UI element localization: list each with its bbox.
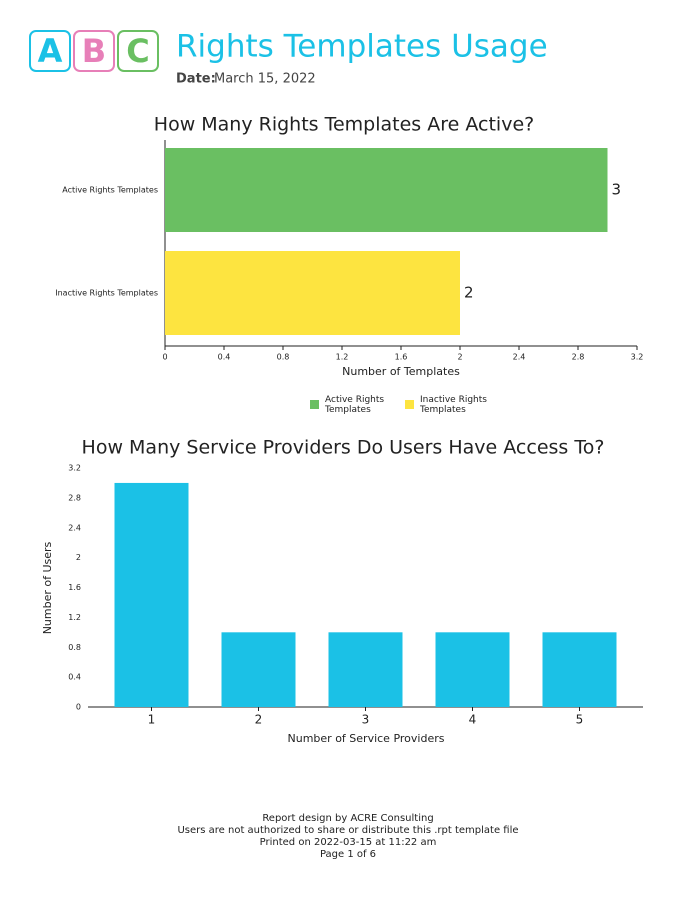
y-tick-label: 2.4 [68, 523, 81, 532]
bar [328, 632, 403, 707]
logo-letter: A [38, 32, 63, 70]
logo-block [29, 30, 71, 72]
legend-swatch [405, 400, 414, 409]
x-tick-label: 0.8 [277, 353, 290, 362]
bar [221, 632, 296, 707]
footer-line: Report design by ACRE Consulting [262, 813, 433, 824]
logo-letter: B [82, 32, 106, 70]
legend-entry: Active Rights Templates [325, 395, 385, 415]
x-tick-label: 5 [576, 713, 584, 727]
x-tick-label: 3.2 [631, 353, 644, 362]
report-title: Rights Templates Usage [176, 29, 548, 65]
y-tick-label: 0.4 [68, 673, 81, 682]
bar [165, 251, 460, 335]
x-tick-label: 2 [255, 713, 263, 727]
y-tick-label: 2.8 [68, 493, 81, 502]
x-tick-label: 2 [457, 353, 462, 362]
footer-line: Users are not authorized to share or dis… [177, 825, 518, 836]
footer-line: Printed on 2022-03-15 at 11:22 am [260, 837, 437, 848]
x-tick-label: 4 [469, 713, 477, 727]
y-tick-label: 0.8 [68, 643, 81, 652]
y-tick-label: Active Rights Templates [62, 186, 158, 195]
x-tick-label: 2.4 [513, 353, 526, 362]
bar [114, 482, 189, 707]
bar [165, 148, 608, 232]
data-label: 2 [464, 284, 474, 302]
y-tick-label: 2 [76, 553, 81, 562]
x-tick-label: 0 [162, 353, 167, 362]
logo-block [73, 30, 115, 72]
legend-label: Inactive Rights Templates [420, 395, 487, 415]
x-tick-label: 2.8 [572, 353, 585, 362]
logo: A B C [29, 30, 159, 72]
x-tick-label: 3 [362, 713, 370, 727]
logo-block [117, 30, 159, 72]
legend-label: Active Rights Templates [325, 395, 385, 415]
y-tick-label: Inactive Rights Templates [55, 289, 158, 298]
y-axis-label: Number of Users [41, 541, 54, 634]
legend-entry: Inactive Rights Templates [420, 395, 487, 415]
date: March 15, 2022 [214, 72, 316, 87]
bar [435, 632, 510, 707]
footer-line: Page 1 of 6 [320, 849, 376, 860]
x-tick-label: 1.2 [336, 353, 349, 362]
chart-title: How Many Rights Templates Are Active? [154, 114, 534, 136]
date-label: Date: [176, 72, 216, 87]
x-axis-label: Number of Templates [342, 365, 460, 378]
x-tick-label: 1 [148, 713, 156, 727]
logo-letter: C [126, 32, 149, 70]
y-tick-label: 0 [76, 703, 81, 712]
data-label: 3 [612, 181, 622, 199]
x-tick-label: 0.4 [218, 353, 231, 362]
legend-swatch [310, 400, 319, 409]
y-tick-label: 3.2 [68, 464, 81, 473]
y-tick-label: 1.2 [68, 613, 81, 622]
chart-title: How Many Service Providers Do Users Have… [82, 437, 605, 459]
x-tick-label: 1.6 [395, 353, 408, 362]
bar [542, 632, 617, 707]
y-tick-label: 1.6 [68, 583, 81, 592]
x-axis-label: Number of Service Providers [288, 732, 445, 745]
